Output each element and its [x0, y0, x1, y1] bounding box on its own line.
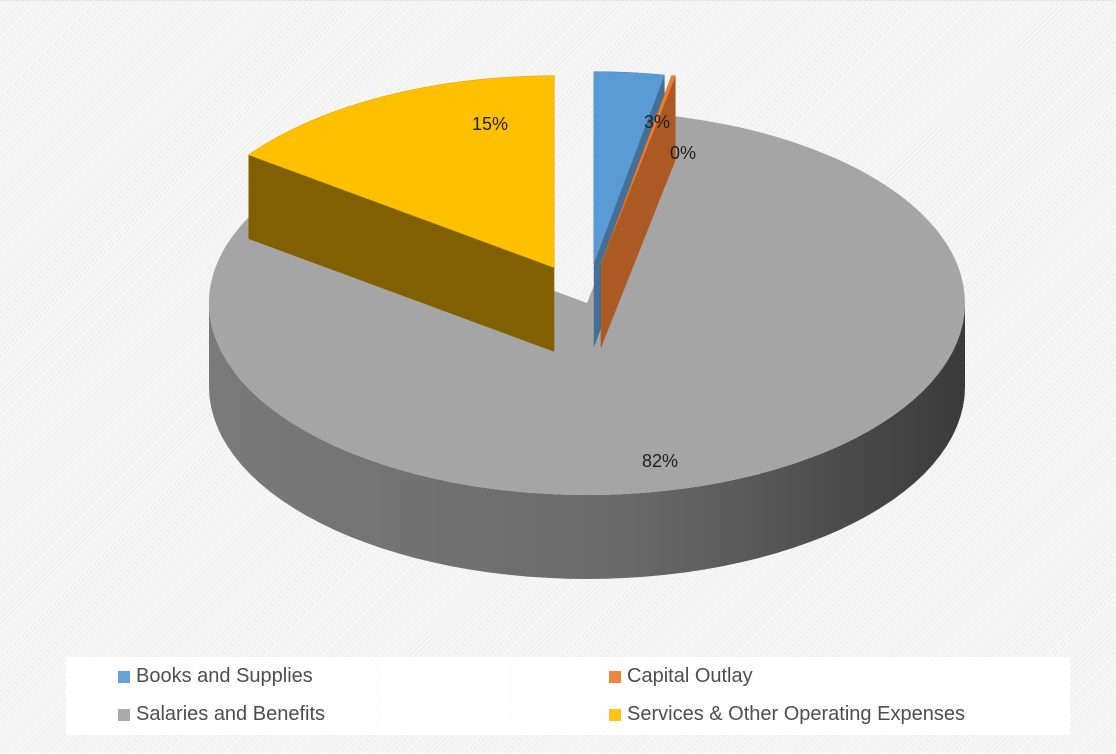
slice-services-and-other-operating-expenses [247, 75, 555, 269]
legend-swatch-services-and-other-operating-expenses [609, 708, 621, 721]
slice-side-salaries-and-benefits [209, 303, 965, 579]
slice-group-services-and-other-operating-expenses [247, 75, 555, 352]
legend-item-services-and-other-operating-expenses: Services & Other Operating Expenses [609, 703, 965, 726]
data-label-books-and-supplies: 3% [644, 112, 670, 132]
legend-swatch-salaries-and-benefits [118, 708, 130, 721]
legend: Books and Supplies Capital Outlay Salari… [66, 657, 1070, 735]
data-label-salaries-and-benefits: 82% [642, 451, 678, 471]
slice-salaries-and-benefits [208, 114, 965, 496]
legend-item-capital-outlay: Capital Outlay [609, 665, 753, 688]
legend-item-books-and-supplies: Books and Supplies [118, 665, 313, 688]
legend-label-capital-outlay: Capital Outlay [627, 665, 753, 687]
legend-swatch-capital-outlay [609, 670, 621, 683]
legend-item-salaries-and-benefits: Salaries and Benefits [118, 703, 325, 726]
slice-group-capital-outlay [600, 75, 676, 349]
data-label-services-and-other-operating-expenses: 15% [472, 114, 508, 134]
legend-label-services-and-other-operating-expenses: Services & Other Operating Expenses [627, 703, 965, 725]
slice-wall-services-and-other-operating-expenses [248, 154, 555, 352]
legend-label-books-and-supplies: Books and Supplies [136, 665, 313, 687]
legend-label-salaries-and-benefits: Salaries and Benefits [136, 703, 326, 725]
slice-capital-outlay [600, 75, 676, 265]
data-label-capital-outlay: 0% [670, 143, 696, 163]
slice-wall-capital-outlay [600, 75, 676, 349]
slice-group-salaries-and-benefits [208, 114, 965, 579]
slice-books-and-supplies [593, 71, 665, 264]
legend-swatch-books-and-supplies [118, 670, 130, 683]
